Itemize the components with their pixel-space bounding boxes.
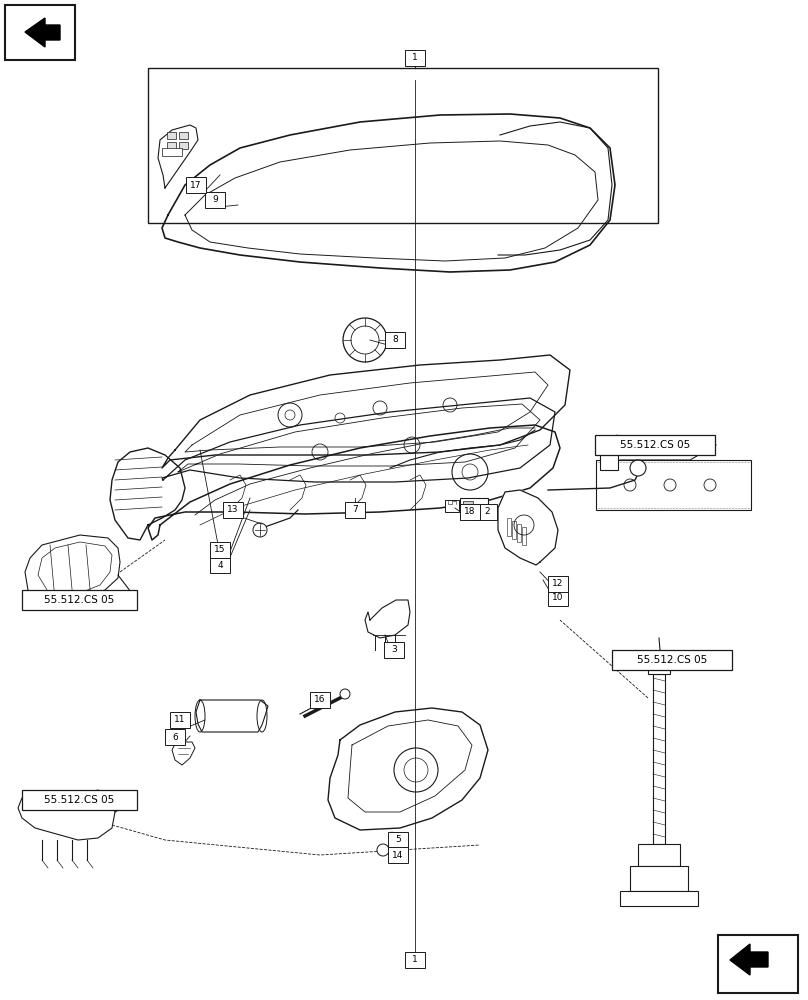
Bar xyxy=(167,142,176,149)
Bar xyxy=(310,692,330,708)
Bar xyxy=(148,68,658,223)
Bar xyxy=(638,844,680,866)
Text: 9: 9 xyxy=(213,196,218,205)
Bar xyxy=(517,524,521,542)
Polygon shape xyxy=(196,700,268,732)
Bar xyxy=(463,501,473,509)
Bar xyxy=(170,712,190,728)
Text: 55.512.CS 05: 55.512.CS 05 xyxy=(620,440,690,450)
Polygon shape xyxy=(18,790,115,840)
Polygon shape xyxy=(162,114,615,272)
Polygon shape xyxy=(162,398,555,482)
Bar xyxy=(460,498,488,516)
Polygon shape xyxy=(148,425,560,540)
Bar xyxy=(522,527,526,545)
Bar xyxy=(210,542,230,558)
Bar xyxy=(445,500,459,512)
Bar xyxy=(388,847,408,863)
Circle shape xyxy=(630,460,646,476)
Text: 8: 8 xyxy=(392,336,398,344)
Text: 17: 17 xyxy=(190,180,202,190)
Text: 5: 5 xyxy=(395,836,401,844)
Polygon shape xyxy=(110,448,185,540)
Bar xyxy=(167,132,176,139)
Text: 4: 4 xyxy=(217,560,223,570)
Text: 6: 6 xyxy=(172,732,178,742)
Bar xyxy=(600,448,618,470)
Text: 1: 1 xyxy=(412,956,418,964)
Bar xyxy=(653,674,665,844)
Polygon shape xyxy=(365,600,410,638)
Polygon shape xyxy=(158,125,198,188)
Polygon shape xyxy=(162,355,570,468)
Circle shape xyxy=(343,318,387,362)
Bar xyxy=(22,790,137,810)
Polygon shape xyxy=(328,708,488,830)
Text: 55.512.CS 05: 55.512.CS 05 xyxy=(44,595,115,605)
Polygon shape xyxy=(498,490,558,565)
Text: 14: 14 xyxy=(393,850,404,859)
Polygon shape xyxy=(730,944,768,975)
Circle shape xyxy=(253,523,267,537)
Bar xyxy=(405,50,425,66)
Bar xyxy=(507,518,511,536)
Bar xyxy=(630,866,688,891)
Bar xyxy=(165,729,185,745)
Bar xyxy=(210,557,230,573)
Bar xyxy=(345,502,365,518)
Text: 1: 1 xyxy=(412,53,418,62)
Bar xyxy=(205,192,225,208)
Bar xyxy=(477,504,497,520)
Bar xyxy=(612,650,732,670)
Text: 10: 10 xyxy=(552,593,564,602)
Bar xyxy=(223,502,243,518)
Bar xyxy=(388,832,408,848)
Bar xyxy=(5,5,75,60)
Bar xyxy=(595,435,715,455)
Bar xyxy=(548,576,568,592)
Text: 11: 11 xyxy=(175,716,186,724)
Bar xyxy=(548,590,568,606)
Text: 3: 3 xyxy=(391,646,397,654)
Text: 7: 7 xyxy=(352,506,358,514)
Bar xyxy=(460,504,480,520)
Bar xyxy=(512,521,516,539)
Bar xyxy=(179,132,188,139)
Bar xyxy=(648,660,670,674)
Text: 13: 13 xyxy=(227,506,238,514)
Bar xyxy=(384,642,404,658)
Circle shape xyxy=(377,844,389,856)
Text: 16: 16 xyxy=(314,696,326,704)
Text: 15: 15 xyxy=(214,546,225,554)
Bar xyxy=(596,460,751,510)
Text: 12: 12 xyxy=(553,580,564,588)
Bar xyxy=(186,177,206,193)
Text: 55.512.CS 05: 55.512.CS 05 xyxy=(44,795,115,805)
Text: 55.512.CS 05: 55.512.CS 05 xyxy=(637,655,707,665)
Polygon shape xyxy=(25,18,60,47)
Text: 2: 2 xyxy=(484,508,490,516)
Polygon shape xyxy=(25,535,120,610)
Bar xyxy=(179,142,188,149)
Polygon shape xyxy=(172,742,195,765)
Bar xyxy=(405,952,425,968)
Bar xyxy=(620,891,698,906)
Bar xyxy=(718,935,798,993)
Bar xyxy=(162,148,182,156)
Circle shape xyxy=(340,689,350,699)
Bar xyxy=(22,590,137,610)
Bar xyxy=(385,332,405,348)
Text: 18: 18 xyxy=(465,508,476,516)
